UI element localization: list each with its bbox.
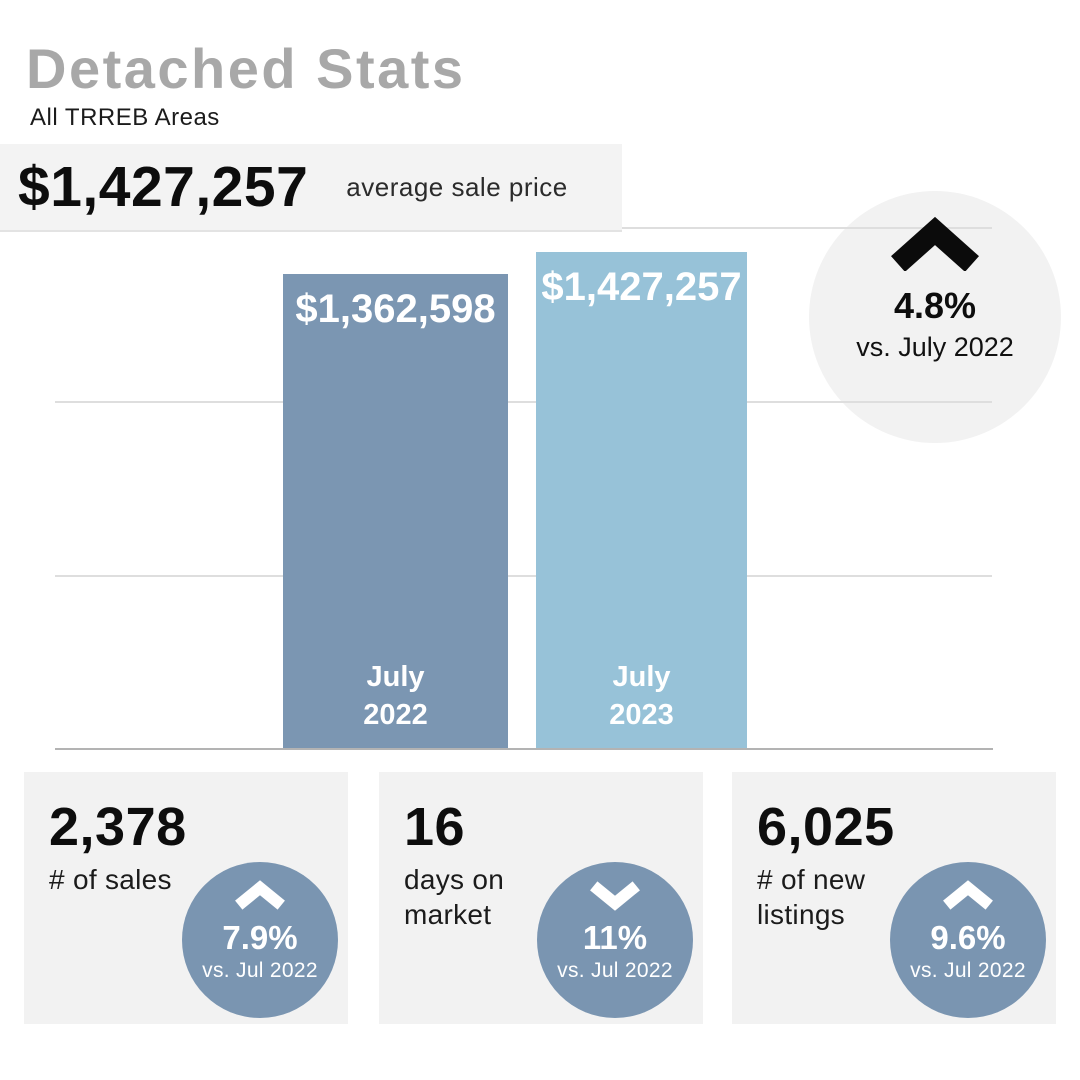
bar-month: July [366,661,425,693]
bar-category-label: July 2023 [536,658,747,734]
stat-change-caption: vs. Jul 2022 [202,959,318,982]
headline-value: $1,427,257 [18,155,309,219]
page-subtitle: All TRREB Areas [30,104,220,131]
stat-change-circle: 11% vs. Jul 2022 [537,862,693,1018]
chevron-down-icon [590,881,640,911]
bar-month: July [612,661,671,693]
stat-card-days-on-market: 16 days on market 11% vs. Jul 2022 [379,772,703,1024]
stat-change-percent: 9.6% [930,919,1006,956]
headline-label: average sale price [346,171,568,202]
headline-banner: $1,427,257 average sale price [0,144,622,232]
bar-july-2022: $1,362,598 July 2022 [283,274,508,748]
bar-value-label: $1,362,598 [295,287,496,331]
stat-change-percent: 7.9% [222,919,298,956]
stat-change-caption: vs. Jul 2022 [557,959,673,982]
badge-caption: vs. July 2022 [856,332,1014,362]
gridline [55,575,992,577]
bar-value-label: $1,427,257 [541,265,742,309]
page-title: Detached Stats [26,37,466,100]
stat-change-percent: 11% [582,919,648,956]
bar-category-label: July 2022 [283,658,508,734]
bar-year: 2023 [609,699,674,731]
stat-label: days on market [404,864,505,930]
chevron-up-icon [891,216,979,271]
stat-card-new-listings: 6,025 # of new listings 9.6% vs. Jul 202… [732,772,1056,1024]
chevron-up-icon [235,880,285,910]
badge-percent: 4.8% [893,285,977,326]
stat-change-circle: 7.9% vs. Jul 2022 [182,862,338,1018]
stat-label: # of new listings [757,864,866,930]
stat-value: 6,025 [757,797,895,857]
change-badge: 4.8% vs. July 2022 [809,191,1061,443]
gridline [55,401,992,403]
bar-year: 2022 [363,699,428,731]
chevron-up-icon [943,880,993,910]
chart-baseline [55,748,993,750]
bar-july-2023: $1,427,257 July 2023 [536,252,747,748]
stat-label: # of sales [49,864,172,895]
stat-change-circle: 9.6% vs. Jul 2022 [890,862,1046,1018]
stat-value: 2,378 [49,797,187,857]
stat-change-caption: vs. Jul 2022 [910,959,1026,982]
stat-card-sales: 2,378 # of sales 7.9% vs. Jul 2022 [24,772,348,1024]
stat-value: 16 [404,797,466,857]
